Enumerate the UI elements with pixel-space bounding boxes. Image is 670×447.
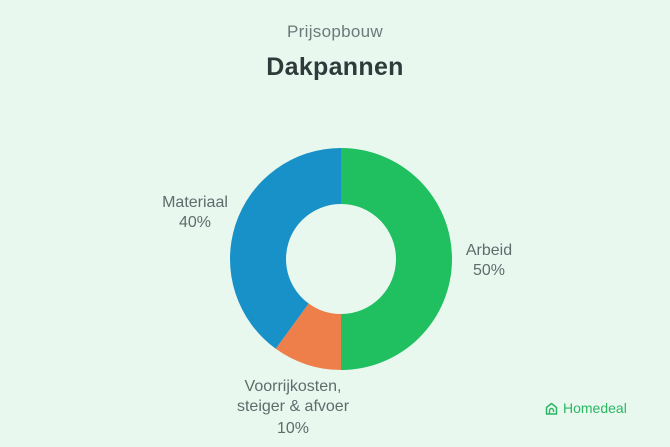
label-materiaal-name: Materiaal bbox=[162, 194, 228, 211]
label-voorrijkosten-line2: steiger & afvoer bbox=[236, 398, 350, 415]
donut-segment-arbeid bbox=[341, 148, 452, 370]
chart-title: Dakpannen bbox=[266, 53, 404, 81]
label-arbeid-name: Arbeid bbox=[465, 242, 513, 259]
brand-name: Homedeal bbox=[563, 400, 627, 416]
chart-subtitle: Prijsopbouw bbox=[287, 22, 383, 41]
label-arbeid-pct: 50% bbox=[472, 262, 506, 279]
label-materiaal: Materiaal 40% bbox=[140, 193, 250, 233]
donut-segment-voorrijkosten bbox=[275, 303, 341, 370]
label-materiaal-pct: 40% bbox=[178, 214, 212, 231]
label-voorrijkosten-line1: Voorrijkosten, bbox=[244, 378, 342, 395]
donut-segments bbox=[230, 148, 452, 370]
donut-segment-materiaal bbox=[230, 148, 341, 349]
label-arbeid: Arbeid 50% bbox=[452, 241, 526, 281]
label-voorrijkosten-pct: 10% bbox=[276, 420, 310, 437]
label-voorrijkosten: Voorrijkosten, steiger & afvoer 10% bbox=[210, 377, 376, 439]
house-icon bbox=[545, 402, 558, 415]
homedeal-logo: Homedeal bbox=[545, 400, 627, 416]
